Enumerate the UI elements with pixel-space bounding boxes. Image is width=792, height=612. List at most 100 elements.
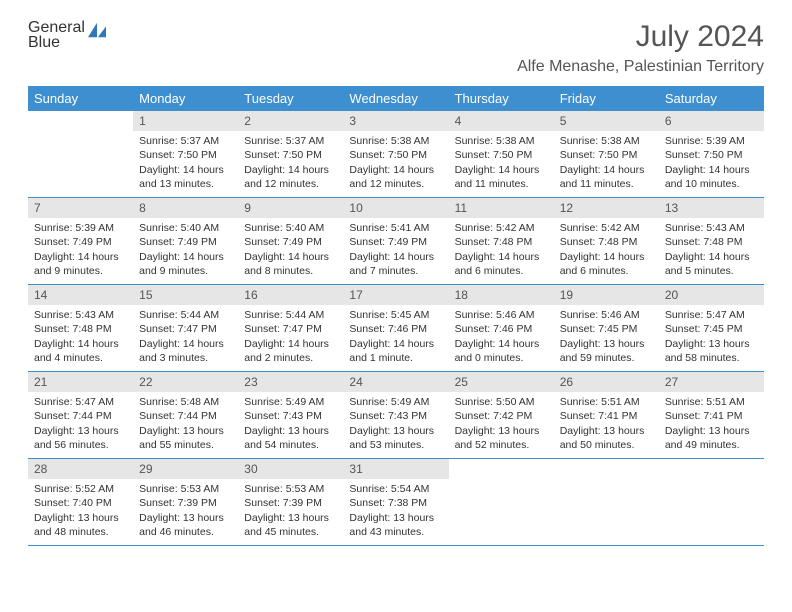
day-number: 3 (343, 111, 448, 131)
calendar-cell: 1Sunrise: 5:37 AMSunset: 7:50 PMDaylight… (133, 111, 238, 197)
day-details: Sunrise: 5:53 AMSunset: 7:39 PMDaylight:… (238, 479, 343, 545)
day-sunset: Sunset: 7:44 PM (34, 409, 127, 423)
day-details: Sunrise: 5:44 AMSunset: 7:47 PMDaylight:… (133, 305, 238, 371)
day-daylight: Daylight: 14 hours and 12 minutes. (244, 163, 337, 191)
day-details: Sunrise: 5:54 AMSunset: 7:38 PMDaylight:… (343, 479, 448, 545)
calendar-cell: 30Sunrise: 5:53 AMSunset: 7:39 PMDayligh… (238, 459, 343, 545)
calendar-cell: 12Sunrise: 5:42 AMSunset: 7:48 PMDayligh… (554, 198, 659, 284)
day-daylight: Daylight: 13 hours and 49 minutes. (665, 424, 758, 452)
day-number: 22 (133, 372, 238, 392)
day-sunrise: Sunrise: 5:54 AM (349, 482, 442, 496)
day-number: 28 (28, 459, 133, 479)
calendar-cell: 26Sunrise: 5:51 AMSunset: 7:41 PMDayligh… (554, 372, 659, 458)
day-sunrise: Sunrise: 5:53 AM (244, 482, 337, 496)
day-sunset: Sunset: 7:47 PM (139, 322, 232, 336)
calendar-weeks: 1Sunrise: 5:37 AMSunset: 7:50 PMDaylight… (28, 111, 764, 546)
day-sunset: Sunset: 7:48 PM (455, 235, 548, 249)
calendar-cell: 8Sunrise: 5:40 AMSunset: 7:49 PMDaylight… (133, 198, 238, 284)
day-details: Sunrise: 5:47 AMSunset: 7:45 PMDaylight:… (659, 305, 764, 371)
calendar-cell: 9Sunrise: 5:40 AMSunset: 7:49 PMDaylight… (238, 198, 343, 284)
day-sunset: Sunset: 7:50 PM (349, 148, 442, 162)
day-daylight: Daylight: 14 hours and 9 minutes. (139, 250, 232, 278)
calendar-cell: 16Sunrise: 5:44 AMSunset: 7:47 PMDayligh… (238, 285, 343, 371)
day-details: Sunrise: 5:38 AMSunset: 7:50 PMDaylight:… (343, 131, 448, 197)
day-details: Sunrise: 5:46 AMSunset: 7:45 PMDaylight:… (554, 305, 659, 371)
day-sunrise: Sunrise: 5:48 AM (139, 395, 232, 409)
day-daylight: Daylight: 14 hours and 10 minutes. (665, 163, 758, 191)
day-number: 20 (659, 285, 764, 305)
day-sunset: Sunset: 7:50 PM (244, 148, 337, 162)
logo: General Blue (28, 20, 106, 50)
day-daylight: Daylight: 14 hours and 13 minutes. (139, 163, 232, 191)
day-sunset: Sunset: 7:43 PM (244, 409, 337, 423)
day-sunrise: Sunrise: 5:44 AM (139, 308, 232, 322)
day-daylight: Daylight: 13 hours and 45 minutes. (244, 511, 337, 539)
day-number: 8 (133, 198, 238, 218)
day-number: 5 (554, 111, 659, 131)
location-subtitle: Alfe Menashe, Palestinian Territory (517, 58, 764, 76)
day-number: 12 (554, 198, 659, 218)
day-sunrise: Sunrise: 5:44 AM (244, 308, 337, 322)
day-sunrise: Sunrise: 5:43 AM (34, 308, 127, 322)
calendar-cell: 3Sunrise: 5:38 AMSunset: 7:50 PMDaylight… (343, 111, 448, 197)
day-sunrise: Sunrise: 5:51 AM (665, 395, 758, 409)
day-details: Sunrise: 5:37 AMSunset: 7:50 PMDaylight:… (133, 131, 238, 197)
calendar-cell (449, 459, 554, 545)
day-daylight: Daylight: 14 hours and 5 minutes. (665, 250, 758, 278)
day-daylight: Daylight: 14 hours and 3 minutes. (139, 337, 232, 365)
calendar-week: 7Sunrise: 5:39 AMSunset: 7:49 PMDaylight… (28, 198, 764, 285)
day-sunrise: Sunrise: 5:52 AM (34, 482, 127, 496)
day-daylight: Daylight: 14 hours and 11 minutes. (560, 163, 653, 191)
calendar-cell: 28Sunrise: 5:52 AMSunset: 7:40 PMDayligh… (28, 459, 133, 545)
day-sunrise: Sunrise: 5:51 AM (560, 395, 653, 409)
day-number: 4 (449, 111, 554, 131)
day-number: 9 (238, 198, 343, 218)
day-sunrise: Sunrise: 5:47 AM (665, 308, 758, 322)
day-sunrise: Sunrise: 5:38 AM (349, 134, 442, 148)
day-details: Sunrise: 5:50 AMSunset: 7:42 PMDaylight:… (449, 392, 554, 458)
day-sunset: Sunset: 7:41 PM (665, 409, 758, 423)
day-daylight: Daylight: 14 hours and 11 minutes. (455, 163, 548, 191)
day-header: Wednesday (343, 86, 448, 111)
day-daylight: Daylight: 13 hours and 56 minutes. (34, 424, 127, 452)
day-sunset: Sunset: 7:48 PM (665, 235, 758, 249)
day-number: 6 (659, 111, 764, 131)
day-header: Saturday (659, 86, 764, 111)
day-details: Sunrise: 5:46 AMSunset: 7:46 PMDaylight:… (449, 305, 554, 371)
calendar-cell: 22Sunrise: 5:48 AMSunset: 7:44 PMDayligh… (133, 372, 238, 458)
day-sunrise: Sunrise: 5:38 AM (560, 134, 653, 148)
day-details: Sunrise: 5:41 AMSunset: 7:49 PMDaylight:… (343, 218, 448, 284)
day-number: 15 (133, 285, 238, 305)
day-sunset: Sunset: 7:49 PM (349, 235, 442, 249)
day-sunrise: Sunrise: 5:37 AM (244, 134, 337, 148)
day-sunset: Sunset: 7:46 PM (455, 322, 548, 336)
day-details: Sunrise: 5:42 AMSunset: 7:48 PMDaylight:… (449, 218, 554, 284)
calendar-cell: 4Sunrise: 5:38 AMSunset: 7:50 PMDaylight… (449, 111, 554, 197)
day-number: 27 (659, 372, 764, 392)
day-details: Sunrise: 5:45 AMSunset: 7:46 PMDaylight:… (343, 305, 448, 371)
day-number: 10 (343, 198, 448, 218)
day-details: Sunrise: 5:43 AMSunset: 7:48 PMDaylight:… (28, 305, 133, 371)
page-header: General Blue July 2024 Alfe Menashe, Pal… (28, 20, 764, 76)
day-daylight: Daylight: 13 hours and 53 minutes. (349, 424, 442, 452)
day-sunset: Sunset: 7:39 PM (244, 496, 337, 510)
day-details: Sunrise: 5:52 AMSunset: 7:40 PMDaylight:… (28, 479, 133, 545)
day-sunset: Sunset: 7:48 PM (560, 235, 653, 249)
day-sunrise: Sunrise: 5:39 AM (665, 134, 758, 148)
calendar-cell: 6Sunrise: 5:39 AMSunset: 7:50 PMDaylight… (659, 111, 764, 197)
day-details: Sunrise: 5:38 AMSunset: 7:50 PMDaylight:… (554, 131, 659, 197)
logo-text: General Blue (28, 20, 85, 50)
day-daylight: Daylight: 13 hours and 52 minutes. (455, 424, 548, 452)
calendar-cell: 7Sunrise: 5:39 AMSunset: 7:49 PMDaylight… (28, 198, 133, 284)
calendar-cell: 14Sunrise: 5:43 AMSunset: 7:48 PMDayligh… (28, 285, 133, 371)
day-header: Friday (554, 86, 659, 111)
day-sunrise: Sunrise: 5:49 AM (244, 395, 337, 409)
day-sunset: Sunset: 7:46 PM (349, 322, 442, 336)
calendar-cell: 11Sunrise: 5:42 AMSunset: 7:48 PMDayligh… (449, 198, 554, 284)
day-number: 17 (343, 285, 448, 305)
calendar-week: 21Sunrise: 5:47 AMSunset: 7:44 PMDayligh… (28, 372, 764, 459)
calendar-cell: 19Sunrise: 5:46 AMSunset: 7:45 PMDayligh… (554, 285, 659, 371)
day-daylight: Daylight: 14 hours and 9 minutes. (34, 250, 127, 278)
day-daylight: Daylight: 14 hours and 6 minutes. (560, 250, 653, 278)
day-daylight: Daylight: 13 hours and 46 minutes. (139, 511, 232, 539)
